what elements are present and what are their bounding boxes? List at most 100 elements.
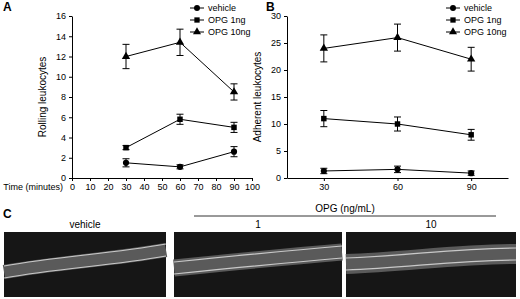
legend-label: OPG 10ng: [464, 27, 507, 37]
legend: vehicle OPG 1ng OPG 10ng: [190, 3, 251, 37]
y-tick: [284, 16, 287, 17]
legend-label: OPG 1ng: [464, 15, 502, 25]
x-tick-group: 10: [85, 178, 95, 192]
data-point: [230, 87, 238, 94]
x-tick: [90, 178, 91, 181]
x-tick: [216, 178, 217, 181]
legend-item: OPG 1ng: [190, 15, 246, 25]
x-tick-group: 90: [467, 178, 477, 192]
data-point: [122, 52, 130, 59]
vessel-wall: [346, 248, 516, 258]
y-tick: [69, 57, 72, 58]
plot-area: [320, 24, 476, 176]
y-tick-group: 15: [271, 92, 287, 102]
data-point: [394, 166, 400, 172]
legend: vehicle OPG 1ng OPG 10ng: [446, 3, 507, 37]
x-tick-label: 90: [229, 182, 239, 192]
x-tick-label: 30: [319, 182, 329, 192]
y-tick-group: 6: [61, 113, 72, 123]
y-tick-label: 0: [276, 173, 281, 183]
x-tick-label: 60: [175, 182, 185, 192]
y-tick-label: 30: [271, 11, 281, 21]
x-tick-group: 30: [319, 178, 329, 192]
data-point: [395, 121, 400, 126]
figure: A01020304050607080901000246810121416Roll…: [0, 0, 520, 299]
data-point: [321, 116, 326, 121]
y-tick-label: 2: [61, 153, 66, 163]
y-tick-label: 15: [271, 92, 281, 102]
error-bar: [394, 166, 401, 172]
x-tick: [108, 178, 109, 181]
legend-item: OPG 1ng: [446, 15, 502, 25]
data-point: [123, 160, 129, 166]
x-tick: [234, 178, 235, 181]
y-tick-group: 20: [271, 65, 287, 75]
y-tick-label: 25: [271, 38, 281, 48]
error-bar: [468, 129, 475, 140]
y-tick-group: 14: [56, 32, 72, 42]
legend-marker: [450, 17, 455, 22]
y-tick-label: 10: [56, 72, 66, 82]
data-point: [468, 132, 473, 137]
x-tick-label: 50: [157, 182, 167, 192]
legend-marker: [193, 27, 201, 34]
legend-marker: [449, 27, 457, 34]
y-tick-group: 10: [56, 72, 72, 82]
x-tick-group: 80: [211, 178, 221, 192]
series: [122, 29, 238, 100]
series: [320, 111, 474, 141]
image-panel: Cvehicle110OPG (ng/mL): [3, 203, 516, 297]
y-tick-group: 5: [276, 146, 287, 156]
x-tick-label: 40: [139, 182, 149, 192]
data-point: [468, 170, 474, 176]
chart-panel: A01020304050607080901000246810121416Roll…: [3, 0, 260, 192]
error-bar: [394, 117, 401, 131]
y-tick-label: 6: [61, 113, 66, 123]
legend-item: vehicle: [446, 3, 492, 13]
y-tick-group: 12: [56, 52, 72, 62]
panel-label: A: [3, 0, 12, 14]
vessel-wall: [4, 244, 166, 266]
x-tick: [126, 178, 127, 181]
y-tick: [69, 36, 72, 37]
y-tick: [69, 97, 72, 98]
x-tick-group: 70: [193, 178, 203, 192]
series: [320, 166, 474, 176]
x-tick-label: 30: [121, 182, 131, 192]
y-tick: [284, 97, 287, 98]
legend-label: vehicle: [208, 3, 236, 13]
legend-label: OPG 1ng: [208, 15, 246, 25]
legend-item: OPG 10ng: [190, 27, 251, 37]
y-tick-group: 0: [276, 173, 287, 183]
legend-item: OPG 10ng: [446, 27, 507, 37]
y-tick: [284, 70, 287, 71]
error-bar: [177, 29, 184, 55]
y-tick: [69, 117, 72, 118]
y-tick: [284, 124, 287, 125]
series: [123, 147, 238, 170]
data-point: [231, 125, 236, 130]
data-point: [177, 117, 182, 122]
x-tick-label: 70: [193, 182, 203, 192]
y-tick-label: 16: [56, 11, 66, 21]
error-bar: [177, 114, 184, 124]
y-axis: 0246810121416: [56, 11, 73, 183]
y-tick-label: 20: [271, 65, 281, 75]
panel-label: C: [3, 207, 12, 221]
micrograph-background: [174, 232, 342, 297]
error-bar: [123, 146, 130, 150]
y-tick: [69, 178, 72, 179]
image-group-label: OPG (ng/mL): [315, 203, 374, 214]
vessel: [4, 250, 166, 272]
legend-item: vehicle: [190, 3, 236, 13]
x-axis: 0102030405060708090100: [70, 178, 260, 192]
x-tick-group: 60: [175, 178, 185, 192]
micrograph-background: [346, 232, 516, 297]
x-tick: [144, 178, 145, 181]
y-tick-group: 10: [271, 119, 287, 129]
data-point: [321, 168, 327, 174]
y-tick-label: 14: [56, 32, 66, 42]
legend-label: OPG 10ng: [208, 27, 251, 37]
legend-marker: [194, 5, 200, 11]
x-tick: [198, 178, 199, 181]
